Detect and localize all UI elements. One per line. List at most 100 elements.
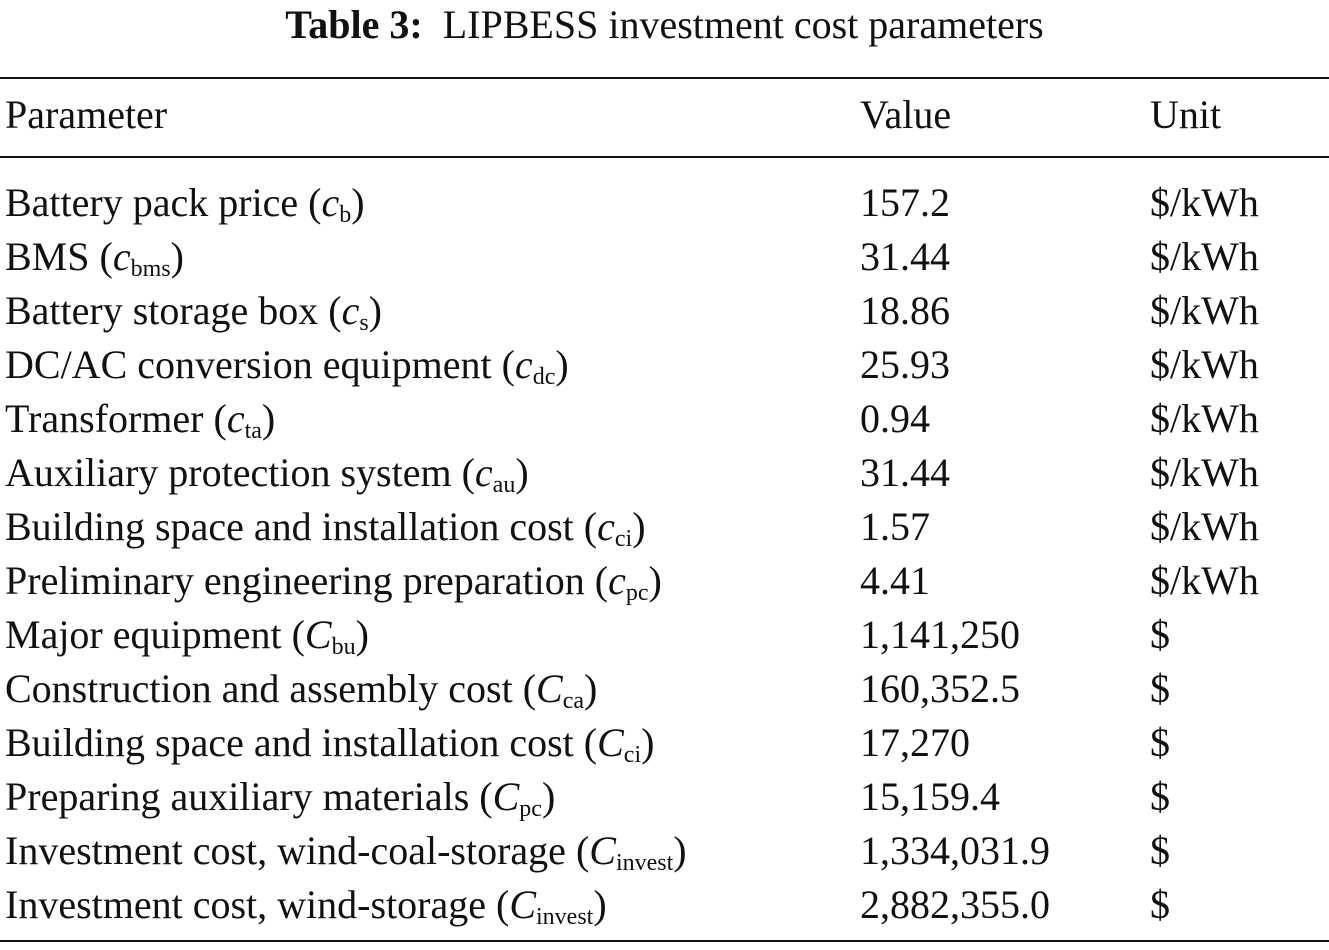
parameter-name: Preparing auxiliary materials ( <box>5 774 493 819</box>
parameter-cell: Transformer (cta) <box>5 392 275 446</box>
parameter-subscript: bms <box>130 256 171 282</box>
header-value: Value <box>860 92 952 137</box>
bottom-rule <box>0 940 1329 942</box>
value-cell: 31.44 <box>860 450 950 495</box>
table-row: Building space and installation cost (cc… <box>0 500 1329 554</box>
unit-cell: $/kWh <box>1150 342 1259 387</box>
table-row: BMS (cbms) 31.44 $/kWh <box>0 230 1329 284</box>
parameter-subscript: pc <box>625 580 649 606</box>
table-row: Preparing auxiliary materials (Cpc) 15,15… <box>0 770 1329 824</box>
parameter-name: Construction and assembly cost ( <box>5 666 537 711</box>
parameter-symbol: c <box>341 288 360 333</box>
table-title: LIPBESS investment cost parameters <box>442 2 1044 47</box>
parameter-subscript: bu <box>331 634 356 660</box>
table-label: Table 3: <box>285 2 423 47</box>
parameter-close: ) <box>555 342 569 387</box>
parameter-symbol: c <box>112 234 131 279</box>
parameter-close: ) <box>541 774 556 819</box>
parameter-cell: DC/AC conversion equipment (cdc) <box>5 338 569 392</box>
parameter-name: Major equipment ( <box>5 612 305 657</box>
parameter-cell: Investment cost, wind-coal-storage (Cinv… <box>5 824 687 878</box>
parameter-close: ) <box>641 720 655 765</box>
value-cell: 1.57 <box>860 504 930 549</box>
parameter-close: ) <box>170 234 184 279</box>
value-cell: 1,141,250 <box>860 612 1020 657</box>
parameter-cell: Battery pack price (cb) <box>5 176 365 230</box>
parameter-close: ) <box>261 396 276 441</box>
header-parameter: Parameter <box>5 92 168 137</box>
value-cell: 25.93 <box>860 342 950 387</box>
unit-cell: $/kWh <box>1150 450 1259 495</box>
parameter-symbol: C <box>509 882 537 927</box>
header-row: Parameter Value Unit <box>0 88 1329 142</box>
parameter-name: Building space and installation cost ( <box>5 720 598 765</box>
parameter-subscript: pc <box>519 796 542 822</box>
parameter-name: Building space and installation cost ( <box>5 504 598 549</box>
value-cell: 15,159.4 <box>860 774 1000 819</box>
table-row: Auxiliary protection system (cau) 31.44 $/… <box>0 446 1329 500</box>
parameter-subscript: dc <box>532 364 556 390</box>
header-unit: Unit <box>1150 92 1222 137</box>
unit-cell: $/kWh <box>1150 234 1259 279</box>
parameter-close: ) <box>648 558 662 603</box>
table-row: Preliminary engineering preparation (cpc… <box>0 554 1329 608</box>
value-cell: 1,334,031.9 <box>860 828 1050 873</box>
parameter-symbol: C <box>536 666 563 711</box>
unit-cell: $ <box>1150 612 1170 657</box>
parameter-name: Investment cost, wind-storage ( <box>5 882 510 927</box>
parameter-subscript: invest <box>536 904 594 930</box>
parameter-symbol: c <box>597 504 615 549</box>
parameter-name: DC/AC conversion equipment ( <box>5 342 515 387</box>
parameter-symbol: c <box>474 450 493 495</box>
table-row: DC/AC conversion equipment (cdc) 25.93 $/k… <box>0 338 1329 392</box>
parameter-subscript: ci <box>623 742 642 768</box>
table-row: Investment cost, wind-storage (Cinvest) 2… <box>0 878 1329 932</box>
unit-cell: $ <box>1150 720 1170 765</box>
parameter-cell: BMS (cbms) <box>5 230 184 284</box>
parameter-subscript: ca <box>562 688 585 714</box>
parameter-symbol: C <box>589 828 616 873</box>
unit-cell: $/kWh <box>1150 504 1259 549</box>
parameter-symbol: c <box>514 342 533 387</box>
parameter-name: Transformer ( <box>5 396 227 441</box>
table-row: Major equipment (Cbu) 1,141,250 $ <box>0 608 1329 662</box>
parameter-cell: Preliminary engineering preparation (cpc… <box>5 554 662 608</box>
parameter-close: ) <box>632 504 646 549</box>
parameter-name: Auxiliary protection system ( <box>5 450 475 495</box>
parameter-cell: Auxiliary protection system (cau) <box>5 446 529 500</box>
parameter-cell: Construction and assembly cost (Cca) <box>5 662 597 716</box>
value-cell: 160,352.5 <box>860 666 1020 711</box>
table-row: Battery storage box (cs) 18.86 $/kWh <box>0 284 1329 338</box>
parameter-cell: Investment cost, wind-storage (Cinvest) <box>5 878 607 932</box>
value-cell: 18.86 <box>860 288 950 333</box>
unit-cell: $/kWh <box>1150 288 1259 333</box>
parameter-close: ) <box>368 288 382 333</box>
value-cell: 0.94 <box>860 396 930 441</box>
table-caption: Table 3: LIPBESS investment cost paramet… <box>0 0 1329 50</box>
parameter-name: Battery pack price ( <box>5 180 322 225</box>
unit-cell: $ <box>1150 828 1170 873</box>
parameter-subscript: b <box>339 202 352 228</box>
parameter-symbol: C <box>597 720 624 765</box>
parameter-symbol: C <box>492 774 520 819</box>
parameter-subscript: s <box>359 310 369 336</box>
value-cell: 4.41 <box>860 558 930 603</box>
value-cell: 157.2 <box>860 180 950 225</box>
parameter-symbol: c <box>321 180 340 225</box>
parameter-subscript: ta <box>244 418 262 444</box>
value-cell: 2,882,355.0 <box>860 882 1050 927</box>
top-rule <box>0 77 1329 79</box>
unit-cell: $/kWh <box>1150 396 1259 441</box>
parameter-close: ) <box>515 450 529 495</box>
table-row: Building space and installation cost (Cc… <box>0 716 1329 770</box>
parameter-cell: Battery storage box (cs) <box>5 284 382 338</box>
parameter-cell: Building space and installation cost (cc… <box>5 500 646 554</box>
unit-cell: $/kWh <box>1150 180 1259 225</box>
unit-cell: $/kWh <box>1150 558 1259 603</box>
table-row: Construction and assembly cost (Cca) 160,… <box>0 662 1329 716</box>
mid-rule <box>0 156 1329 158</box>
parameter-cell: Preparing auxiliary materials (Cpc) <box>5 770 555 824</box>
table-row: Battery pack price (cb) 157.2 $/kWh <box>0 176 1329 230</box>
parameter-close: ) <box>673 828 687 873</box>
table-row: Investment cost, wind-coal-storage (Cinv… <box>0 824 1329 878</box>
